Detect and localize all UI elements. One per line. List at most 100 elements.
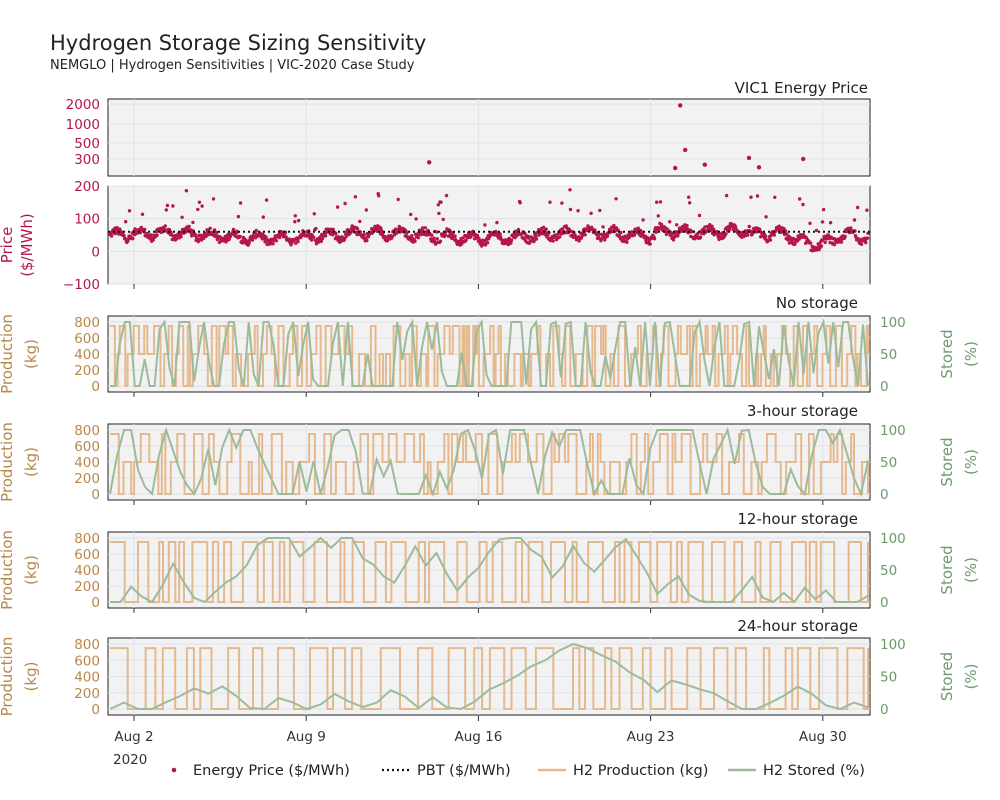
price-marker (495, 220, 499, 225)
stored-line (109, 642, 869, 711)
price-marker (589, 211, 593, 215)
panel-title-price: VIC1 Energy Price (735, 79, 868, 97)
price-marker (435, 230, 439, 234)
price-marker (191, 220, 195, 225)
price-marker (358, 219, 362, 224)
price-marker (724, 193, 729, 198)
production-tick-label: 200 (74, 686, 100, 702)
price-marker-high (678, 103, 683, 108)
legend[interactable]: Energy Price ($/MWh) PBT ($/MWh) H2 Produc… (171, 763, 865, 779)
price-marker (296, 239, 300, 244)
production-tick-label: 400 (74, 347, 100, 363)
x-tick-label: Aug 9 (287, 729, 326, 745)
production-axis-label-line1: Production (0, 422, 16, 502)
price-marker (264, 235, 268, 239)
storage-panel: 3-hour storage8006004002000100500Product… (0, 402, 980, 503)
stored-axis-label-line1: Stored (938, 437, 956, 486)
price-marker (334, 231, 338, 236)
legend-label: Energy Price ($/MWh) (193, 763, 350, 779)
production-tick-label: 600 (74, 547, 100, 563)
price-marker (597, 232, 601, 236)
price-marker (366, 235, 371, 239)
stored-axis-label: Stored (%) (938, 545, 980, 594)
price-marker (165, 203, 170, 208)
price-marker (859, 242, 864, 246)
legend-item[interactable]: PBT ($/MWh) (382, 763, 511, 779)
price-marker (353, 195, 358, 199)
price-marker (808, 241, 813, 245)
legend-label: H2 Stored (%) (763, 763, 865, 779)
price-marker-high (683, 147, 688, 153)
price-marker (772, 233, 776, 237)
legend-item[interactable]: Energy Price ($/MWh) (171, 763, 350, 779)
price-marker (174, 237, 179, 241)
price-marker (685, 227, 690, 231)
price-marker (755, 194, 760, 198)
stored-axis-label-line1: Stored (938, 652, 956, 701)
price-marker (821, 207, 826, 212)
price-marker (819, 244, 824, 248)
stored-axis-label-line2: (%) (962, 341, 980, 367)
price-marker (364, 208, 368, 212)
x-tick-label: Aug 2 (114, 729, 153, 745)
price-marker (687, 195, 691, 199)
price-marker (197, 200, 202, 204)
price-marker (335, 205, 340, 209)
price-marker (250, 238, 255, 242)
production-axis-label: Production (kg) (0, 637, 40, 717)
price-marker (485, 241, 490, 245)
stored-tick-label: 100 (880, 531, 906, 547)
stored-tick-label: 50 (880, 455, 897, 471)
price-marker (852, 218, 857, 222)
price-marker (658, 200, 663, 204)
stored-tick-label: 50 (880, 347, 897, 363)
price-marker (843, 234, 847, 239)
price-marker (196, 207, 200, 212)
price-marker (187, 224, 191, 229)
price-marker (180, 215, 184, 219)
legend-item[interactable]: H2 Stored (%) (728, 763, 865, 779)
price-marker (710, 224, 714, 228)
price-marker (143, 227, 147, 232)
price-marker (675, 223, 679, 227)
price-marker (124, 220, 128, 224)
price-marker (420, 226, 425, 230)
price-marker (419, 232, 423, 237)
price-marker (828, 221, 833, 225)
price-axis-label: Price ($/MWh) (0, 213, 36, 277)
price-marker (814, 228, 819, 233)
price-marker (274, 239, 278, 243)
price-marker (396, 197, 400, 202)
price-marker (318, 235, 322, 239)
price-marker (344, 234, 348, 239)
stored-tick-label: 50 (880, 563, 897, 579)
legend-item[interactable]: H2 Production (kg) (538, 763, 708, 779)
price-marker (696, 231, 700, 236)
price-marker (238, 234, 242, 239)
price-marker (612, 223, 616, 228)
price-marker (430, 233, 434, 237)
price-marker (641, 218, 645, 222)
price-marker (323, 234, 328, 238)
price-marker (619, 230, 623, 235)
price-marker (576, 209, 580, 213)
price-marker (441, 217, 445, 222)
price-marker (171, 204, 175, 208)
price-marker (464, 238, 468, 242)
production-tick-label: 800 (74, 637, 100, 653)
production-tick-label: 600 (74, 331, 100, 347)
price-marker-high (801, 156, 806, 162)
price-marker (518, 201, 522, 205)
price-marker (264, 198, 269, 202)
legend-swatch-marker (171, 767, 177, 773)
price-marker (509, 238, 514, 242)
production-axis-label-line1: Production (0, 637, 16, 717)
price-marker (436, 203, 440, 207)
price-marker (532, 239, 536, 243)
price-marker (603, 238, 607, 242)
stored-axis-label-line2: (%) (962, 449, 980, 475)
price-marker (179, 234, 183, 239)
price-marker (414, 217, 418, 221)
price-marker-high (756, 165, 762, 170)
price-marker (534, 237, 539, 241)
